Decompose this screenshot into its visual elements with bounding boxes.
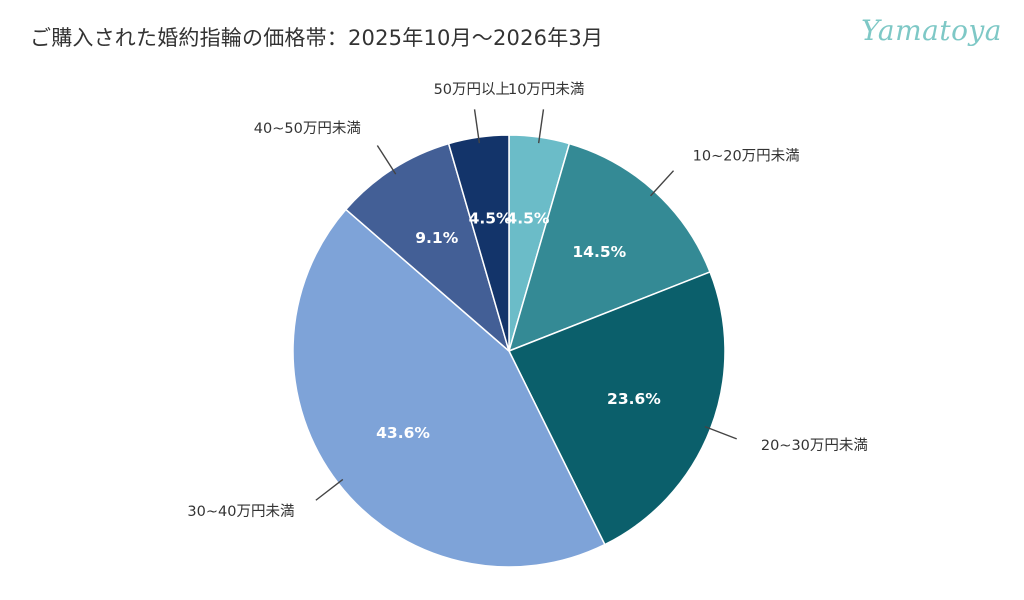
pie-slices xyxy=(292,134,726,568)
leader-line-2 xyxy=(650,170,675,197)
leader-line-5 xyxy=(376,145,397,175)
chart-title: ご購入された婚約指輪の価格帯：2025年10月～2026年3月 xyxy=(30,26,604,50)
category-label-5: 40~50万円未満 xyxy=(254,120,361,137)
category-label-6: 50万円以上 xyxy=(434,81,510,98)
leader-line-1 xyxy=(537,109,545,144)
leader-line-6 xyxy=(473,109,481,144)
percent-label-4: 43.6% xyxy=(376,424,430,442)
category-label-3: 20~30万円未満 xyxy=(761,437,868,454)
percent-label-2: 14.5% xyxy=(572,243,626,261)
percent-label-6: 4.5% xyxy=(469,209,512,227)
category-label-1: 10万円未満 xyxy=(508,81,584,98)
category-labels: 10万円未満 10~20万円未満 20~30万円未満 30~40万円未満 40~50万円… xyxy=(187,81,867,520)
leader-line-4 xyxy=(315,478,344,501)
category-label-2: 10~20万円未満 xyxy=(693,147,800,164)
yamatoya-logo: Yamatoya xyxy=(861,14,1002,47)
leader-lines xyxy=(315,109,737,501)
percent-labels: 4.5% 14.5% 23.6% 43.6% 9.1% 4.5% xyxy=(376,209,661,441)
percent-label-1: 4.5% xyxy=(506,209,549,227)
leader-line-3 xyxy=(704,425,737,440)
percent-label-3: 23.6% xyxy=(607,390,661,408)
percent-label-5: 9.1% xyxy=(415,229,458,247)
category-label-4: 30~40万円未満 xyxy=(187,503,294,520)
